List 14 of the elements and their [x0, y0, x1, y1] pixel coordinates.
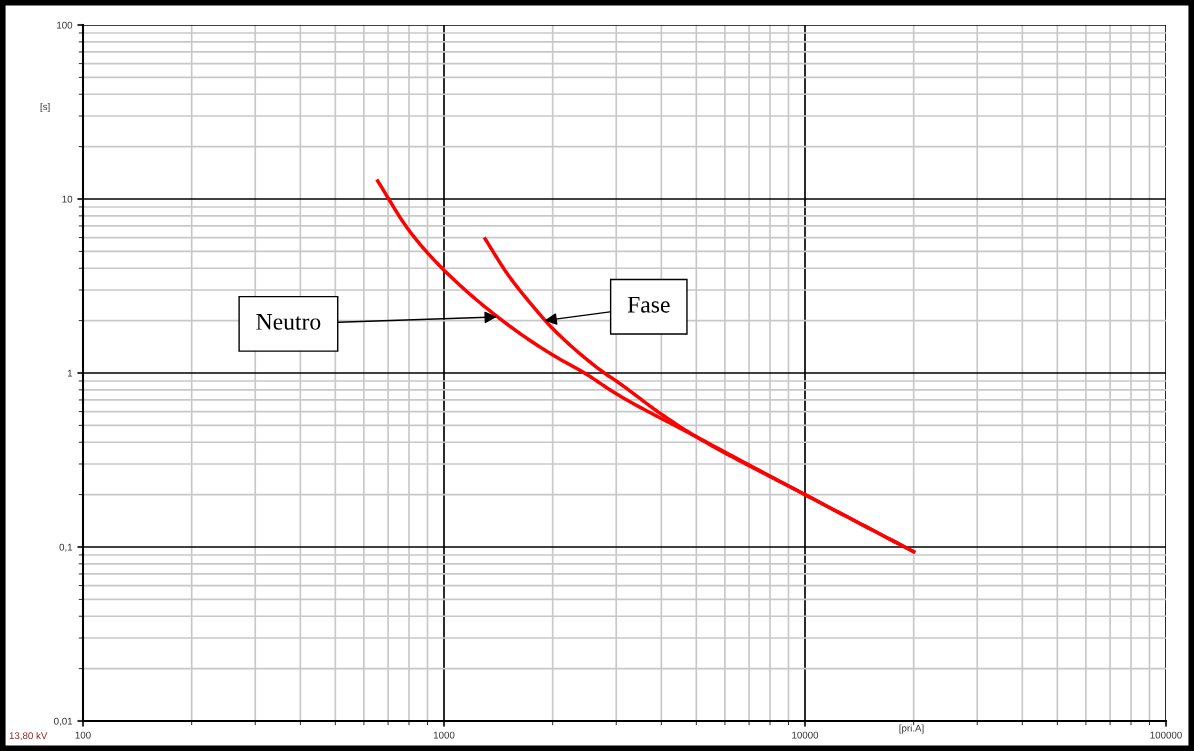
- y-tick-label: 1: [67, 369, 73, 377]
- y-tick-label: 0,01: [54, 717, 73, 726]
- y-tick-label: 100: [57, 21, 73, 29]
- y-axis-title: [s]: [40, 102, 50, 112]
- x-tick-label: 100: [75, 731, 91, 739]
- y-tick-label: 0,1: [59, 543, 73, 552]
- y-tick-label: 10: [62, 195, 73, 203]
- x-axis-title: [pri.A]: [899, 724, 924, 734]
- text: 13,80 kV: [9, 731, 48, 741]
- x-tick-label: 100000: [1150, 731, 1182, 739]
- annotation: Neutro: [256, 314, 321, 330]
- x-tick-label: 1000: [433, 731, 455, 739]
- annotation: Fase: [627, 296, 670, 313]
- x-tick-label: 10000: [792, 731, 819, 739]
